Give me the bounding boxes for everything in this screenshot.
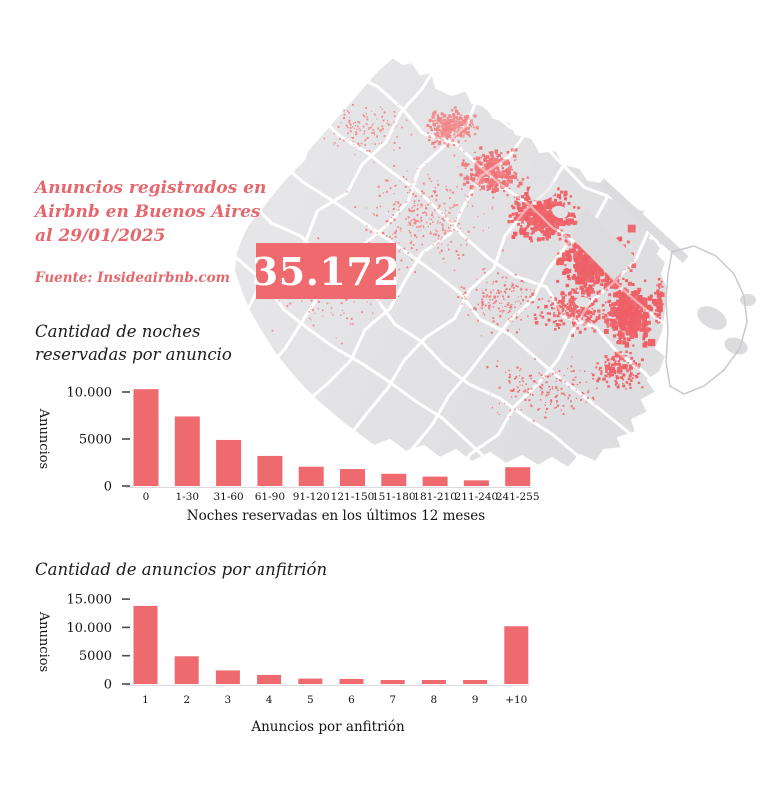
bar xyxy=(298,678,323,684)
x-axis-label: Anuncios por anfitrión xyxy=(250,719,405,735)
port-structures xyxy=(570,178,756,355)
x-tick-label: +10 xyxy=(505,694,527,706)
x-tick-label: 1 xyxy=(142,694,149,706)
listings-per-host-chart: 0 5000 10.000 15.000 Anuncios 1 2 3 4 5 6 7 8 9 +10 Anu… xyxy=(36,593,530,735)
x-tick-label: 5 xyxy=(307,694,314,706)
bar xyxy=(257,674,282,684)
bar xyxy=(215,670,240,684)
x-tick-label: 7 xyxy=(389,694,396,706)
bar xyxy=(463,680,488,684)
bar xyxy=(380,680,405,684)
x-tick-label: 8 xyxy=(431,694,438,706)
x-tick-label: 6 xyxy=(348,694,355,706)
ecological-reserve-outline xyxy=(665,245,748,395)
x-tick-label: 4 xyxy=(266,694,273,706)
bar xyxy=(133,605,158,684)
bar xyxy=(421,680,446,684)
x-tick-label: 2 xyxy=(183,694,190,706)
bar xyxy=(504,626,529,684)
y-tick-label: 5000 xyxy=(79,649,112,664)
total-listings-value: 35.172 xyxy=(251,248,401,294)
title-line-3: al 29/01/2025 xyxy=(35,226,166,246)
page-title: Anuncios registrados en Airbnb en Buenos… xyxy=(35,176,295,248)
title-line-2: Airbnb en Buenos Aires xyxy=(35,202,261,222)
listing-dots xyxy=(257,94,665,423)
y-tick-label: 0 xyxy=(104,678,112,693)
bar xyxy=(174,656,199,684)
total-listings-badge: 35.172 xyxy=(252,243,400,299)
source-caption: Fuente: Insideairbnb.com xyxy=(35,270,230,286)
y-tick-label: 15.000 xyxy=(67,593,113,608)
hosts-chart-title: Cantidad de anuncios por anfitrión xyxy=(35,560,328,579)
x-tick-label: 9 xyxy=(472,694,479,706)
y-tick-label: 10.000 xyxy=(67,621,113,636)
bar xyxy=(339,678,364,684)
y-axis-label: Anuncios xyxy=(36,611,51,672)
x-tick-label: 3 xyxy=(225,694,232,706)
title-line-1: Anuncios registrados en xyxy=(35,178,267,198)
nights-chart-title: Cantidad de noches reservadas por anunci… xyxy=(35,322,232,364)
